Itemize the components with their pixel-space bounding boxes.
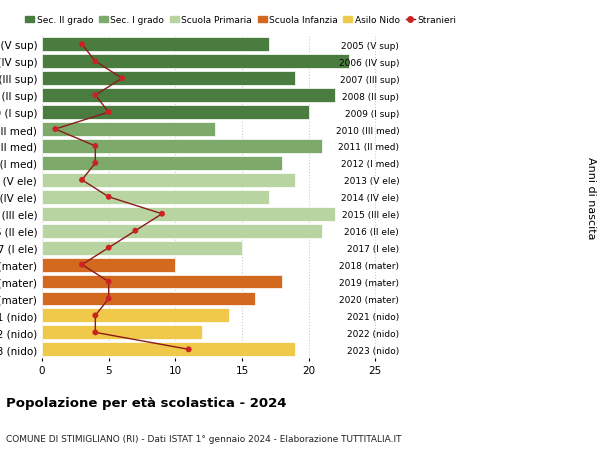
Bar [42,326,202,340]
Point [104,194,113,201]
Bar [42,241,242,255]
Bar [42,190,269,204]
Point [104,295,113,302]
Bar [42,72,295,86]
Point [157,211,167,218]
Bar [42,140,322,154]
Bar [42,174,295,187]
Text: COMUNE DI STIMIGLIANO (RI) - Dati ISTAT 1° gennaio 2024 - Elaborazione TUTTITALI: COMUNE DI STIMIGLIANO (RI) - Dati ISTAT … [6,434,401,442]
Point [104,109,113,117]
Point [91,92,100,100]
Point [91,58,100,66]
Point [131,228,140,235]
Bar [42,38,269,52]
Point [184,346,193,353]
Bar [42,157,282,170]
Point [91,143,100,150]
Text: Anni di nascita: Anni di nascita [586,156,596,239]
Bar [42,123,215,137]
Point [50,126,60,134]
Bar [42,292,256,306]
Legend: Sec. II grado, Sec. I grado, Scuola Primaria, Scuola Infanzia, Asilo Nido, Stran: Sec. II grado, Sec. I grado, Scuola Prim… [22,13,460,29]
Point [91,160,100,167]
Point [77,41,87,49]
Point [104,245,113,252]
Point [77,261,87,269]
Point [77,177,87,184]
Point [104,278,113,285]
Point [91,312,100,319]
Bar [42,309,229,323]
Text: Popolazione per età scolastica - 2024: Popolazione per età scolastica - 2024 [6,396,287,409]
Bar [42,258,175,272]
Bar [42,275,282,289]
Point [117,75,127,83]
Bar [42,342,295,357]
Bar [42,224,322,238]
Bar [42,207,335,221]
Bar [42,106,308,120]
Bar [42,55,349,69]
Point [91,329,100,336]
Bar [42,89,335,103]
